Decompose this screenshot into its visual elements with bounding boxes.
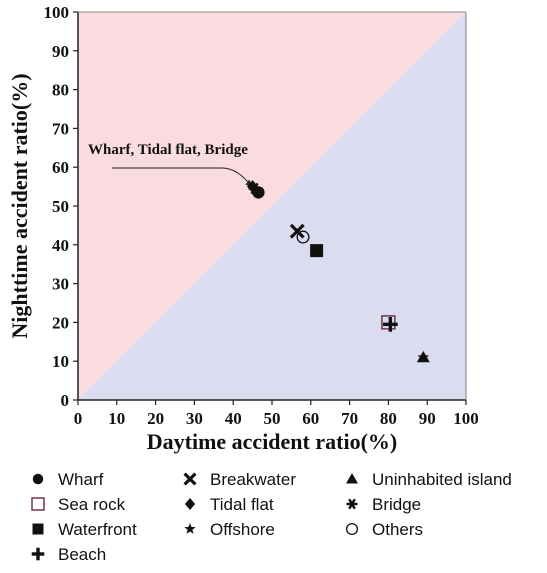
x-tick-label: 80	[380, 409, 397, 428]
x-tick-label: 20	[147, 409, 164, 428]
legend-marker-waterfront	[32, 523, 44, 535]
legend: Wharf Sea rock Waterfront Beach Breakwater Ti…	[31, 470, 512, 564]
y-tick-label: 60	[52, 158, 69, 177]
legend-label: Others	[372, 520, 423, 539]
data-point-waterfront	[310, 244, 324, 258]
lower-right-region	[78, 12, 466, 400]
axes: 0 10 20 30 40 50 60 70 80 90 100 0 10 20 30 40 50 60 70 80 9…	[7, 3, 479, 454]
circle-marker-shape	[252, 186, 265, 199]
x-tick-label: 0	[74, 409, 83, 428]
background-regions	[78, 12, 466, 400]
legend-marker-tidal-flat	[184, 498, 196, 510]
legend-label: Tidal flat	[210, 495, 274, 514]
data-point-wharf	[252, 186, 265, 199]
legend-item-wharf: Wharf	[32, 470, 104, 489]
x-marker-b	[183, 472, 197, 486]
star-marker-shape	[417, 351, 430, 363]
legend-marker-bridge	[346, 498, 358, 510]
square-marker-shape	[310, 244, 324, 258]
legend-label: Waterfront	[58, 520, 137, 539]
y-tick-label: 100	[44, 3, 70, 22]
legend-label: Wharf	[58, 470, 104, 489]
asterisk-marker-stroke	[348, 498, 356, 510]
legend-label: Uninhabited island	[372, 470, 512, 489]
y-tick-label: 90	[52, 42, 69, 61]
legend-marker-others	[345, 522, 359, 536]
legend-item-others: Others	[345, 520, 423, 539]
legend-item-bridge: Bridge	[346, 495, 421, 514]
x-tick-label: 100	[453, 409, 479, 428]
open-circle-marker-shape	[345, 522, 359, 536]
x-tick-label: 10	[108, 409, 125, 428]
legend-item-waterfront: Waterfront	[32, 520, 137, 539]
x-tick-label: 30	[186, 409, 203, 428]
legend-label: Breakwater	[210, 470, 296, 489]
y-tick-label: 70	[52, 119, 69, 138]
x-tick-label: 90	[419, 409, 436, 428]
circle-marker-shape	[32, 473, 44, 485]
y-tick-label: 40	[52, 236, 69, 255]
data-point-others	[296, 230, 310, 244]
y-tick-label: 50	[52, 197, 69, 216]
y-tick-label: 0	[61, 391, 70, 410]
legend-label: Offshore	[210, 520, 275, 539]
y-tick-label: 30	[52, 275, 69, 294]
data-point-beach	[382, 316, 398, 332]
data-point-breakwater	[289, 223, 305, 239]
y-tick-label: 20	[52, 313, 69, 332]
data-point-sea-rock	[381, 315, 396, 330]
legend-marker-offshore	[184, 523, 196, 534]
x-marker-b	[289, 223, 305, 239]
open-circle-marker-shape	[296, 230, 310, 244]
legend-item-sea-rock: Sea rock	[31, 495, 126, 514]
open-square-marker-shape	[381, 315, 396, 330]
x-axis-title: Daytime accident ratio(%)	[147, 429, 397, 454]
legend-label: Beach	[58, 545, 106, 564]
x-tick-label: 40	[225, 409, 242, 428]
y-tick-label: 10	[52, 352, 69, 371]
annotation-label: Wharf, Tidal flat, Bridge	[88, 142, 248, 158]
data-point-offshore	[417, 351, 430, 363]
legend-label: Bridge	[372, 495, 421, 514]
legend-label: Sea rock	[58, 495, 126, 514]
legend-marker-sea-rock	[31, 497, 45, 511]
legend-marker-beach	[31, 547, 45, 561]
legend-item-uninhabited-island: Uninhabited island	[346, 470, 512, 489]
triangle-marker-shape	[346, 473, 358, 484]
legend-item-tidal-flat: Tidal flat	[184, 495, 274, 514]
annotation-group: Wharf, Tidal flat, Bridge	[88, 142, 253, 188]
legend-item-breakwater: Breakwater	[183, 470, 296, 489]
diamond-marker-shape	[184, 498, 196, 510]
x-tick-label: 50	[264, 409, 281, 428]
y-tick-label: 80	[52, 81, 69, 100]
legend-marker-wharf	[32, 473, 44, 485]
y-axis-title: Nighttime accident ratio(%)	[7, 73, 32, 338]
legend-marker-breakwater	[183, 472, 197, 486]
x-tick-label: 60	[302, 409, 319, 428]
legend-marker-uninhabited-island	[346, 473, 358, 484]
square-marker-shape	[32, 523, 44, 535]
x-tick-label: 70	[341, 409, 358, 428]
legend-item-offshore: Offshore	[184, 520, 275, 539]
open-square-marker-shape	[31, 497, 45, 511]
legend-item-beach: Beach	[31, 545, 106, 564]
data-points	[247, 180, 430, 363]
star-marker-shape	[184, 523, 196, 534]
